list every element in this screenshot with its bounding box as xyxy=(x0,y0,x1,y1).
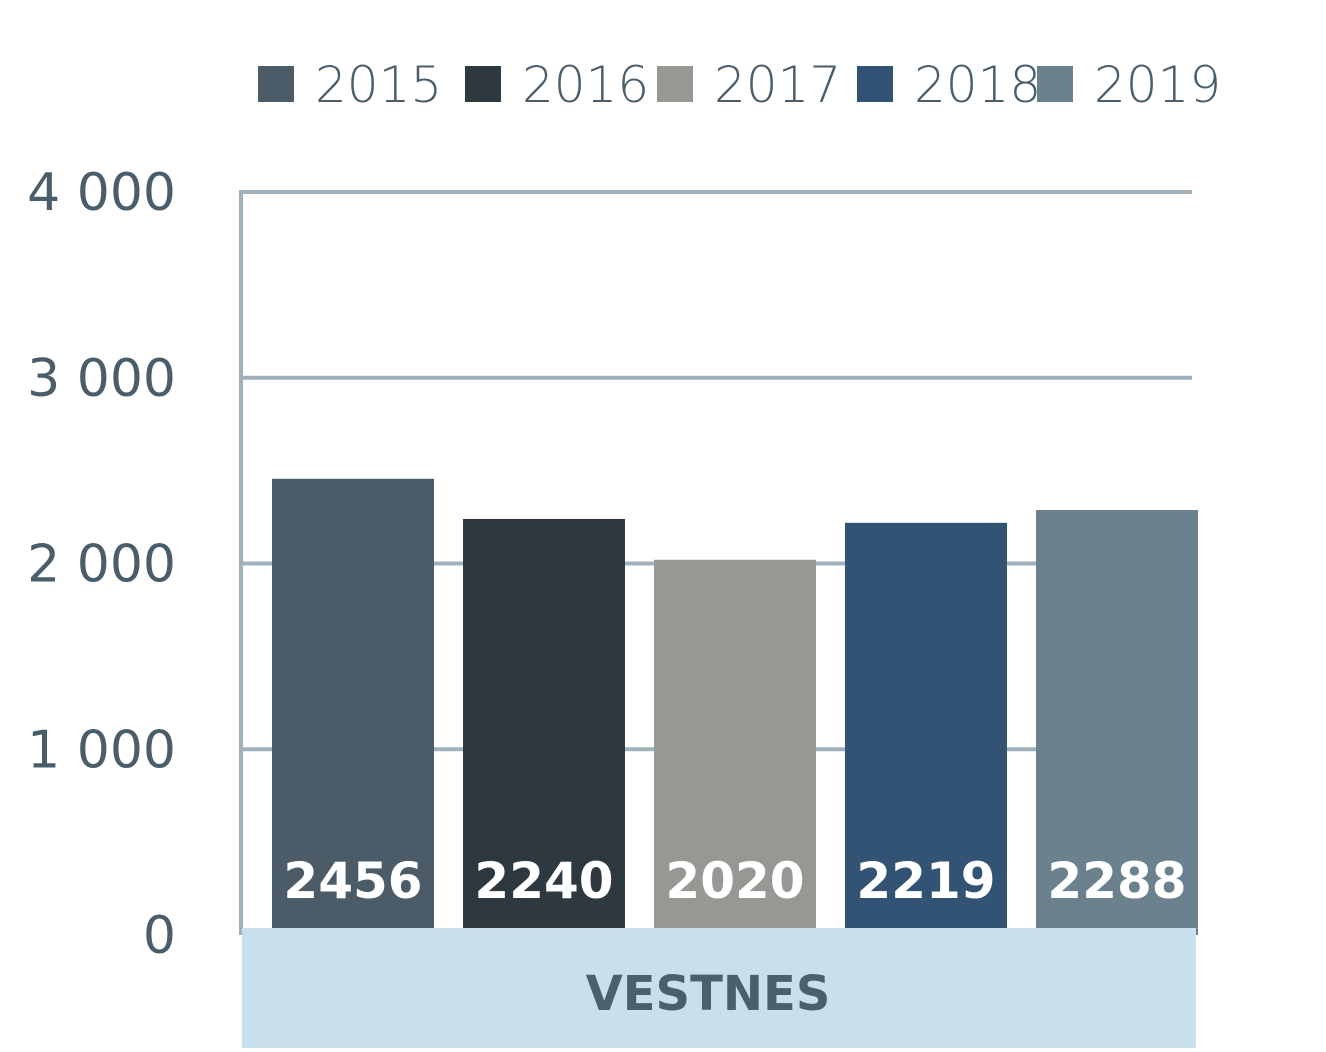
legend-label: 2019 xyxy=(1094,56,1221,114)
legend-swatch xyxy=(465,66,501,102)
y-tick-label: 3 000 xyxy=(27,349,176,409)
bar-value-label: 2219 xyxy=(856,852,995,910)
legend-swatch xyxy=(857,66,893,102)
y-tick-label: 1 000 xyxy=(27,720,176,780)
bar-value-label: 2240 xyxy=(474,852,613,910)
y-tick-label: 4 000 xyxy=(27,163,176,223)
bar-value-label: 2456 xyxy=(283,852,422,910)
y-tick-label: 0 xyxy=(143,906,176,966)
bar-2015 xyxy=(272,478,434,935)
bar-2019 xyxy=(1036,510,1198,935)
bar-2016 xyxy=(463,518,625,935)
y-tick-label: 2 000 xyxy=(27,535,176,595)
bar-value-label: 2020 xyxy=(665,852,804,910)
y-axis-ticks: 0 1 000 2 000 3 000 4 000 xyxy=(27,163,176,966)
legend-label: 2016 xyxy=(522,56,649,114)
legend-swatch xyxy=(657,66,693,102)
category-label: VESTNES xyxy=(586,966,831,1022)
category-band: VESTNES xyxy=(242,928,1196,1048)
legend-label: 2015 xyxy=(315,56,442,114)
bar-value-label: 2288 xyxy=(1047,852,1186,910)
bar-2017 xyxy=(654,559,816,935)
bar-2018 xyxy=(845,522,1007,935)
legend-label: 2018 xyxy=(914,56,1041,114)
legend-swatch xyxy=(1037,66,1073,102)
legend: 2015 2016 2017 2018 2019 xyxy=(258,56,1221,114)
category-band-background xyxy=(242,928,1196,1048)
bars: 2456 2240 2020 2219 2288 xyxy=(272,478,1198,935)
legend-swatch xyxy=(258,66,294,102)
legend-label: 2017 xyxy=(714,56,841,114)
